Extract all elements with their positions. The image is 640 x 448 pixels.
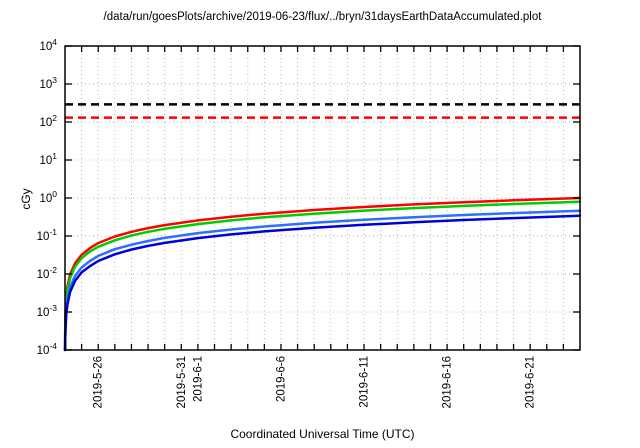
y-tick-label: 10-2 [37,265,58,281]
x-tick-label: 2019-5-26 [93,356,105,408]
series-lightblue-line [63,209,582,352]
x-tick-label: 2019-6-21 [525,356,537,408]
y-tick-label: 101 [39,151,57,167]
y-tick-label: 10-3 [37,303,58,319]
y-tick-label: 104 [39,37,57,53]
y-tick-label: 100 [39,189,57,205]
x-tick-label: 2019-6-16 [442,356,454,408]
series-red-line [63,196,582,352]
plot-border [64,45,581,351]
x-tick-label: 2019-6-1 [192,356,204,402]
series-darkblue-line [63,214,582,352]
y-tick-label: 10-1 [37,227,58,243]
x-tick-label: 2019-6-11 [359,356,371,408]
x-tick-label: 2019-5-31 [176,356,188,408]
y-tick-label: 102 [39,113,57,129]
x-axis-label: Coordinated Universal Time (UTC) [230,427,415,441]
y-tick-label: 10-4 [37,341,58,357]
chart-title: /data/run/goesPlots/archive/2019-06-23/f… [103,11,542,23]
series-green-line [63,200,582,352]
x-tick-label: 2019-6-6 [276,356,288,402]
y-tick-label: 103 [39,75,57,91]
